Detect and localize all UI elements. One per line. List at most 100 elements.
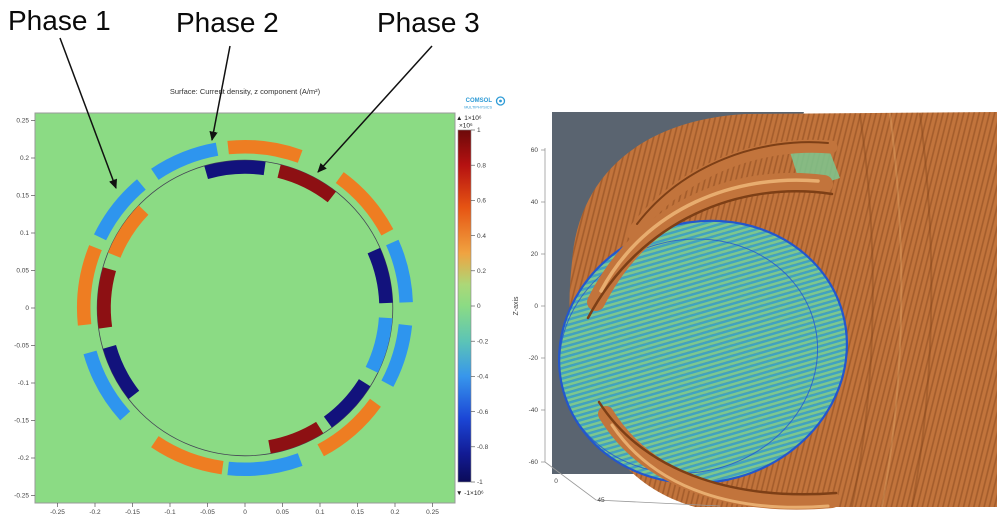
logo-text: COMSOL [466, 98, 493, 104]
end-winding-edge [586, 190, 834, 320]
y-tick-label: -0.15 [14, 418, 29, 425]
end-winding-highlight [610, 423, 830, 509]
colorbar-tick-label: -0.6 [477, 409, 489, 416]
x-tick-label: -0.25 [50, 509, 65, 516]
winding-segment-dark_red [277, 164, 336, 203]
x-tick-label: -0.05 [200, 509, 215, 516]
floor-axis-ticks: 0 45 [554, 478, 605, 504]
comsol-logo: COMSOL MULTIPHYSICS [464, 96, 506, 110]
end-winding-edge [636, 141, 829, 225]
winding-segment-dark_red [97, 267, 116, 329]
colorbar-tick-label: -0.8 [477, 444, 489, 451]
x-tick-label: 0.15 [351, 509, 364, 516]
z-tick-label: 60 [531, 147, 539, 154]
stator-bore-circle [96, 159, 394, 457]
wire-arc [911, 113, 933, 507]
y-tick-label: 0.15 [16, 193, 29, 200]
winding-segments [76, 139, 413, 477]
z-tick-label: -20 [529, 355, 539, 362]
winding-segment-light_blue [381, 324, 413, 387]
y-tick-label: -0.05 [14, 343, 29, 350]
z-axis-label: Z-axis [513, 296, 520, 316]
colorbar-tick-label: 1 [477, 127, 481, 134]
end-winding-edge [597, 400, 838, 496]
phase3-label: Phase 3 [377, 7, 480, 38]
logo-icon-dot [499, 99, 502, 103]
z-tick-label: -40 [529, 407, 539, 414]
winding-segment-dark_blue [367, 247, 393, 304]
x-tick-label: -0.1 [164, 509, 176, 516]
y-tick-label: 0.25 [16, 118, 29, 125]
colorbar-ticks: 1 0.8 0.6 0.4 0.2 0 -0.2 -0.4 -0.6 -0.8 -1 [471, 127, 489, 486]
winding-segment-dark_red [268, 421, 324, 454]
winding-segment-dark_blue [103, 345, 140, 399]
winding-segment-light_blue [227, 453, 303, 477]
y-tick-label: 0.1 [20, 230, 29, 237]
colorbar-tick-label: 0 [477, 303, 481, 310]
logo-icon [495, 96, 506, 106]
x-tick-label: 0 [243, 509, 247, 516]
colorbar-tick-label: 0.4 [477, 233, 486, 240]
winding-segment-dark_blue [204, 160, 266, 179]
end-winding-highlight [599, 178, 820, 293]
colorbar-tick-label: -0.2 [477, 338, 489, 345]
winding-segment-light_blue [151, 142, 219, 180]
winding-3d-view: 60 40 20 0 -20 -40 -60 0 45 Z-axis [513, 112, 997, 510]
winding-segment-orange [151, 436, 224, 475]
winding-segment-orange [76, 245, 102, 326]
logo-subtext: MULTIPHYSICS [464, 106, 492, 110]
wire-arc [851, 114, 874, 507]
x-tick-label: 0.25 [426, 509, 439, 516]
x-tick-label: -0.2 [89, 509, 101, 516]
z-tick-label: 0 [534, 303, 538, 310]
winding-segment-orange [108, 205, 149, 258]
colorbar-tick-label: -1 [477, 479, 483, 486]
winding-segment-light_blue [83, 350, 131, 421]
wire-arc [881, 113, 903, 507]
colorbar-multiplier: ×10⁶ [459, 123, 473, 130]
y-tick-label: -0.2 [18, 455, 30, 462]
colorbar-tick-label: 0.6 [477, 198, 486, 205]
colorbar-tick-label: 0.2 [477, 268, 486, 275]
z-tick-label: -60 [529, 459, 539, 466]
colorbar-min-label: ▼ -1×10⁶ [456, 490, 484, 497]
floor-tick-label: 45 [597, 497, 605, 504]
winding-segment-orange [317, 398, 381, 457]
phase2-label: Phase 2 [176, 7, 279, 38]
y-tick-label: -0.1 [18, 380, 30, 387]
z-tick-label: 20 [531, 251, 539, 258]
winding-segment-light_blue [365, 317, 393, 373]
y-tick-label: 0 [25, 305, 29, 312]
phase1-arrow [59, 37, 117, 189]
colorbar: ▲ 1×10⁶ ×10⁶ 1 0.8 0.6 0.4 0.2 0 -0.2 -0.4 -0.6 -… [456, 115, 489, 497]
phase2-arrow [209, 45, 231, 142]
end-windings-top [586, 139, 838, 320]
floor-tick-label: 0 [554, 478, 558, 485]
winding-segment-orange [335, 172, 394, 236]
x-tick-label: 0.2 [390, 509, 399, 516]
floor-axis-lines [544, 461, 721, 507]
x-tick-label: 0.1 [315, 509, 324, 516]
winding-segment-dark_blue [323, 379, 371, 428]
y-axis-ticks: 0.25 0.2 0.15 0.1 0.05 0 -0.05 -0.1 -0.15 -0.2 -0.… [14, 118, 35, 500]
phase3-arrow [317, 45, 433, 173]
x-tick-label: -0.15 [125, 509, 140, 516]
x-axis-ticks: -0.25 -0.2 -0.15 -0.1 -0.05 0 0.05 0.1 0.15 0.2 0.… [50, 503, 439, 516]
y-tick-label: -0.25 [14, 493, 29, 500]
z-axis-ticks: 60 40 20 0 -20 -40 -60 [529, 147, 545, 466]
colorbar-tick-label: -0.4 [477, 374, 489, 381]
phase1-label: Phase 1 [8, 5, 111, 36]
colorbar-tick-label: 0.8 [477, 162, 486, 169]
winding-segment-light_blue [386, 239, 413, 303]
end-winding-bundle [598, 406, 840, 510]
colorbar-gradient [457, 129, 472, 483]
phase-annotations: Phase 1 Phase 2 Phase 3 [8, 5, 480, 189]
y-tick-label: 0.05 [16, 268, 29, 275]
winding-segment-orange [227, 139, 303, 163]
end-windings-bottom [597, 400, 840, 510]
end-winding-bundle [626, 139, 838, 240]
core-inner-outline [559, 238, 819, 474]
winding-segment-light_blue [94, 179, 146, 241]
